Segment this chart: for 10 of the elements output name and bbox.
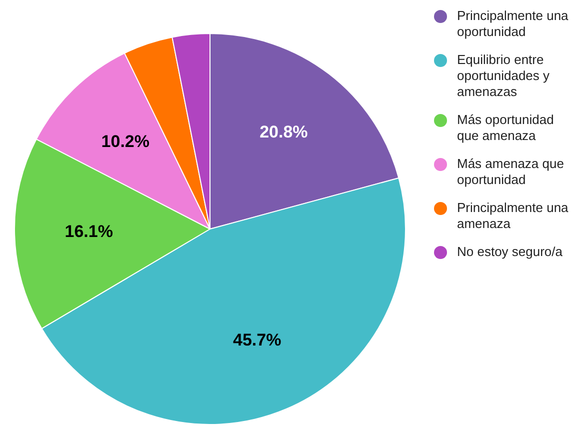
legend-label: Equilibrio entre oportunidades y amenazas <box>457 52 551 100</box>
data-label: 16.1% <box>64 222 113 242</box>
legend-label: No estoy seguro/a <box>457 244 563 260</box>
legend-label: Principalmente una oportunidad <box>457 8 570 40</box>
data-label: 20.8% <box>260 122 308 142</box>
data-label: 45.7% <box>232 330 282 350</box>
legend-label: Más amenaza que oportunidad <box>457 156 565 188</box>
legend-label: Más oportunidad que amenaza <box>457 112 555 144</box>
data-label: 10.2% <box>101 132 150 151</box>
legend-label: Principalmente una amenaza <box>457 200 570 232</box>
